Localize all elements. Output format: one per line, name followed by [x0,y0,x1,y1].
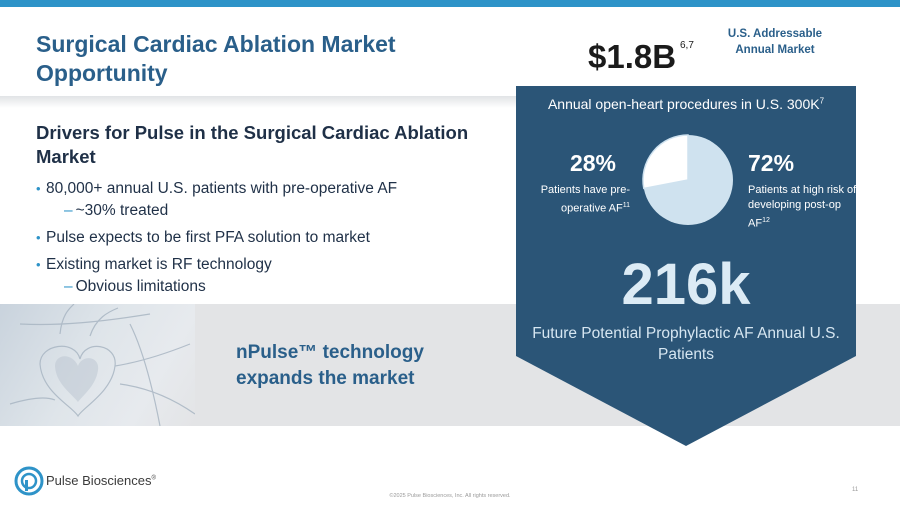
bullet-item: Existing market is RF technology [36,254,506,276]
sub-bullet-item: – ~30% treated [36,200,506,222]
bullet-item: Pulse expects to be first PFA solution t… [36,227,506,249]
npulse-tagline: nPulse™ technology expands the market [236,342,424,389]
procedures-pie-chart [642,134,733,225]
right-description: Patients at high risk of developing post… [748,183,858,232]
market-stat: $1.8B 6,7 U.S. Addressable Annual Market [516,28,846,90]
drivers-heading: Drivers for Pulse in the Surgical Cardia… [36,122,469,167]
sub-bullet-text: Obvious limitations [75,278,206,295]
future-patients-value: 216k [621,252,751,317]
dash-icon: – [64,202,73,219]
page-number: 11 [852,487,859,493]
left-percent: 28% [569,150,617,176]
brand-name: Pulse Biosciences® [46,473,156,488]
market-value-footnote: 6,7 [680,40,694,51]
copyright-text: ©2025 Pulse Biosciences, Inc. All rights… [389,493,511,499]
title-divider-shadow [0,96,516,108]
left-footnote: 11 [622,202,630,209]
navy-panel-shape [516,86,856,446]
dash-icon: – [64,278,73,295]
future-patients-label: Future Potential Prophylactic AF Annual … [532,325,840,363]
pie-slice-28 [642,134,689,190]
left-description-text: Patients have pre-operative AF [540,184,630,215]
top-accent-bar [0,0,900,7]
slide-title: Surgical Cardiac Ablation Market Opportu… [36,31,396,86]
pulse-logo-icon [14,466,44,496]
market-value: $1.8B [588,38,677,75]
procedures-title-footnote: 7 [819,96,825,106]
procedures-title: Annual open-heart procedures in U.S. 300… [516,96,856,112]
sub-bullet-item: – Obvious limitations [36,276,506,298]
registered-mark: ® [151,475,156,482]
right-description-text: Patients at high risk of developing post… [748,184,857,230]
market-label: U.S. Addressable Annual Market [727,28,823,56]
sub-bullet-text: ~30% treated [75,202,169,219]
right-percent: 72% [748,150,795,176]
left-description: Patients have pre-operative AF11 [538,183,630,217]
right-footnote: 12 [762,217,770,224]
heart-illustration [0,303,196,427]
procedures-title-text: Annual open-heart procedures in U.S. 300… [547,96,820,112]
bullet-item: 80,000+ annual U.S. patients with pre-op… [36,178,506,200]
driver-bullets: 80,000+ annual U.S. patients with pre-op… [36,178,506,298]
